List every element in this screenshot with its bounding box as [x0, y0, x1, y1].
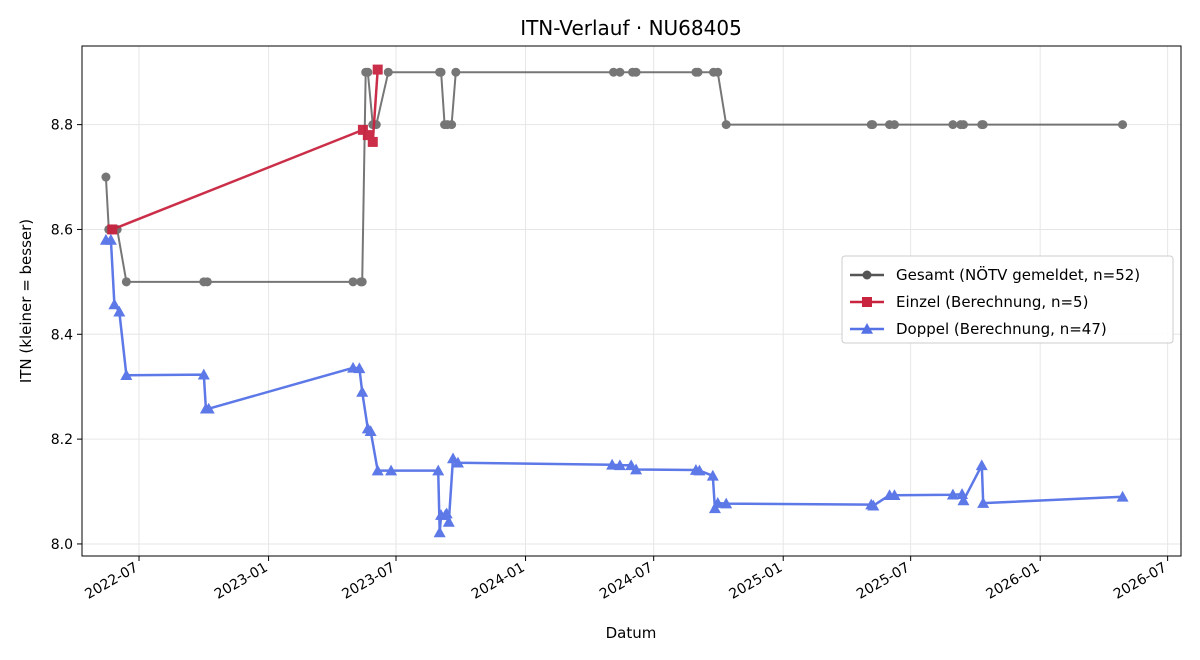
- data-point-gesamt: [693, 67, 703, 77]
- data-point-doppel: [977, 497, 990, 508]
- data-point-doppel: [1116, 490, 1129, 502]
- legend-box: [841, 255, 1174, 344]
- data-point-einzel: [367, 136, 378, 147]
- legend-entries: Gesamt (NÖTV gemeldet, n=52) Einzel (Bere…: [850, 265, 1140, 338]
- data-point-doppel: [442, 515, 455, 527]
- y-tick-label: 8.2: [51, 432, 73, 448]
- data-point-doppel: [113, 305, 126, 317]
- legend: Gesamt (NÖTV gemeldet, n=52) Einzel (Bere…: [841, 255, 1174, 344]
- data-point-gesamt: [615, 67, 625, 77]
- data-point-gesamt: [348, 277, 358, 287]
- y-tick-label: 8.0: [51, 537, 73, 553]
- data-point-doppel: [385, 464, 398, 476]
- data-point-doppel: [356, 385, 369, 397]
- data-point-doppel: [606, 458, 619, 470]
- data-point-gesamt: [948, 120, 958, 130]
- data-point-gesamt: [447, 120, 457, 130]
- data-point-gesamt: [1118, 120, 1128, 130]
- data-point-doppel: [613, 459, 626, 471]
- data-point-gesamt: [363, 67, 373, 77]
- data-point-doppel: [108, 298, 121, 310]
- data-point-doppel: [720, 497, 733, 509]
- data-point-einzel: [357, 124, 368, 135]
- chart-title: ITN-Verlauf · NU68405: [520, 16, 742, 40]
- data-point-doppel: [197, 368, 210, 380]
- data-point-gesamt: [436, 67, 446, 77]
- data-point-gesamt: [868, 120, 878, 130]
- data-point-doppel: [867, 499, 880, 511]
- data-point-gesamt: [383, 67, 393, 77]
- data-point-gesamt: [202, 277, 212, 287]
- y-tick-label: 8.8: [51, 118, 73, 134]
- data-point-doppel: [364, 425, 377, 437]
- data-point-doppel: [120, 369, 133, 380]
- data-point-gesamt: [631, 67, 641, 77]
- data-point-doppel: [104, 233, 117, 245]
- grid: [82, 46, 1181, 556]
- data-point-doppel: [706, 469, 719, 481]
- data-point-doppel: [957, 494, 970, 506]
- data-point-doppel: [630, 463, 643, 475]
- data-point-doppel: [693, 464, 706, 476]
- data-point-doppel: [888, 489, 901, 500]
- data-point-gesamt: [451, 67, 461, 77]
- series-layer: [99, 64, 1129, 538]
- data-point-doppel: [946, 488, 959, 500]
- y-ticks: 8.0 8.2 8.4 8.6 8.8: [51, 118, 82, 553]
- data-point-gesamt: [121, 277, 131, 287]
- data-point-doppel: [975, 459, 988, 471]
- data-point-doppel: [353, 362, 366, 374]
- legend-label-einzel: Einzel (Berechnung, n=5): [896, 293, 1088, 311]
- y-axis-label: ITN (kleiner = besser): [17, 219, 35, 383]
- series-doppel: [99, 233, 1129, 538]
- data-point-gesamt: [978, 120, 988, 130]
- series-einzel: [107, 64, 383, 235]
- y-tick-label: 8.4: [51, 327, 73, 343]
- data-point-doppel: [202, 402, 215, 414]
- data-point-gesamt: [958, 120, 968, 130]
- data-point-gesamt: [101, 172, 111, 182]
- data-point-gesamt: [357, 277, 367, 287]
- data-point-doppel: [433, 526, 446, 538]
- data-point-doppel: [711, 497, 724, 508]
- data-point-gesamt: [721, 120, 731, 130]
- legend-label-doppel: Doppel (Berechnung, n=47): [896, 320, 1107, 338]
- data-point-einzel: [372, 64, 383, 75]
- legend-marker-doppel: [861, 323, 873, 334]
- data-point-doppel: [956, 488, 969, 499]
- data-point-doppel: [371, 464, 384, 476]
- data-point-doppel: [432, 464, 445, 476]
- data-point-einzel: [107, 224, 118, 235]
- x-axis-label: Datum: [606, 624, 657, 642]
- data-point-gesamt: [713, 67, 723, 77]
- legend-marker-einzel: [862, 297, 872, 307]
- plot-frame: [81, 45, 1182, 557]
- data-point-gesamt: [889, 120, 899, 130]
- legend-label-gesamt: Gesamt (NÖTV gemeldet, n=52): [896, 265, 1140, 284]
- data-point-einzel: [362, 130, 373, 141]
- legend-marker-gesamt: [862, 270, 872, 280]
- data-point-doppel: [440, 507, 453, 519]
- data-point-doppel: [451, 456, 464, 468]
- data-point-gesamt: [609, 67, 619, 77]
- y-tick-label: 8.6: [51, 222, 73, 238]
